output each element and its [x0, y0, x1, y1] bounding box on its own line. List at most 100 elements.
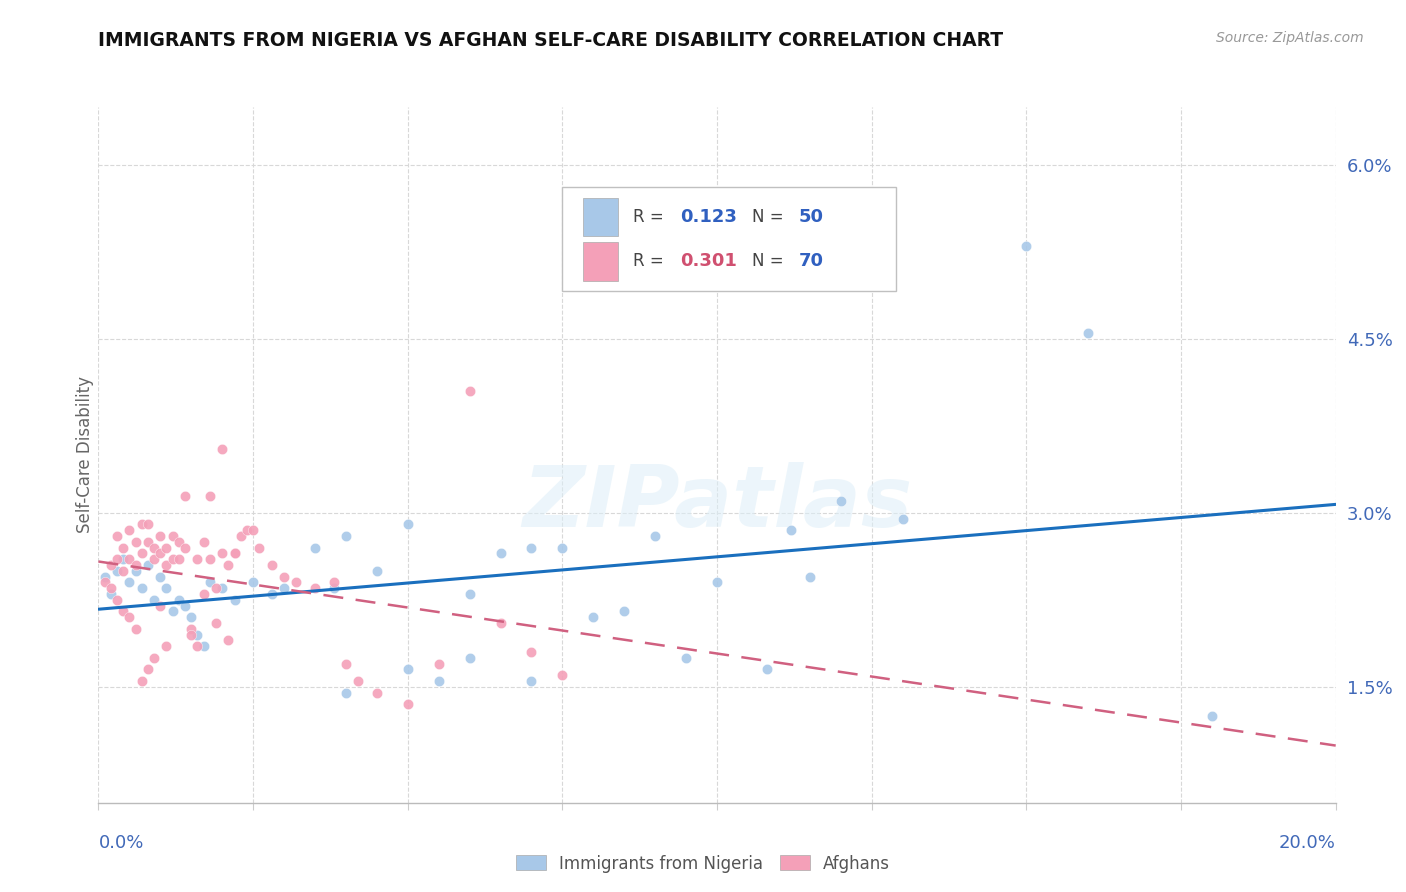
- Point: [186, 552, 208, 566]
- Point: [706, 575, 728, 590]
- Point: [198, 552, 221, 566]
- Point: [155, 639, 177, 653]
- Point: [136, 662, 159, 677]
- Point: [180, 628, 202, 642]
- Point: [755, 662, 778, 677]
- Text: R =: R =: [633, 252, 669, 270]
- Point: [143, 552, 166, 566]
- Point: [780, 523, 803, 537]
- Point: [193, 639, 215, 653]
- Point: [155, 541, 177, 555]
- Point: [93, 575, 115, 590]
- Point: [247, 541, 270, 555]
- Legend: Immigrants from Nigeria, Afghans: Immigrants from Nigeria, Afghans: [509, 848, 897, 880]
- Point: [174, 599, 197, 613]
- Point: [489, 615, 512, 630]
- Point: [198, 575, 221, 590]
- Point: [118, 523, 141, 537]
- Bar: [583, 243, 619, 281]
- Point: [242, 575, 264, 590]
- Point: [100, 558, 122, 573]
- Point: [149, 599, 172, 613]
- Point: [458, 384, 481, 399]
- Point: [174, 541, 197, 555]
- Point: [124, 558, 146, 573]
- Point: [112, 564, 135, 578]
- Point: [830, 494, 852, 508]
- Point: [118, 552, 141, 566]
- Point: [520, 674, 543, 689]
- Text: Source: ZipAtlas.com: Source: ZipAtlas.com: [1216, 31, 1364, 45]
- Point: [551, 668, 574, 682]
- Point: [211, 546, 233, 561]
- Point: [273, 570, 295, 584]
- Point: [366, 564, 388, 578]
- Text: N =: N =: [752, 252, 789, 270]
- Point: [118, 575, 141, 590]
- Point: [105, 552, 128, 566]
- Point: [273, 582, 295, 596]
- Point: [205, 615, 228, 630]
- Point: [396, 517, 419, 532]
- Point: [224, 546, 246, 561]
- Text: ZIPatlas: ZIPatlas: [522, 462, 912, 545]
- Text: R =: R =: [633, 208, 669, 226]
- Point: [322, 582, 344, 596]
- Point: [211, 442, 233, 457]
- Point: [143, 541, 166, 555]
- Point: [458, 587, 481, 601]
- Point: [105, 592, 128, 607]
- Point: [174, 489, 197, 503]
- Point: [1077, 326, 1099, 341]
- Point: [613, 605, 636, 619]
- Point: [162, 529, 184, 543]
- Text: 0.123: 0.123: [681, 208, 737, 226]
- Point: [118, 610, 141, 624]
- Bar: [583, 198, 619, 236]
- Point: [167, 592, 190, 607]
- Point: [347, 674, 370, 689]
- Point: [224, 592, 246, 607]
- Y-axis label: Self-Care Disability: Self-Care Disability: [76, 376, 94, 533]
- Point: [520, 645, 543, 659]
- Point: [242, 523, 264, 537]
- Point: [304, 582, 326, 596]
- FancyBboxPatch shape: [562, 187, 897, 292]
- Point: [112, 552, 135, 566]
- Point: [205, 582, 228, 596]
- Point: [335, 529, 357, 543]
- Point: [675, 651, 697, 665]
- Text: 50: 50: [799, 208, 824, 226]
- Point: [1201, 708, 1223, 723]
- Point: [186, 639, 208, 653]
- Text: 70: 70: [799, 252, 824, 270]
- Point: [224, 546, 246, 561]
- Point: [131, 517, 153, 532]
- Point: [186, 628, 208, 642]
- Point: [124, 535, 146, 549]
- Point: [100, 587, 122, 601]
- Point: [217, 558, 239, 573]
- Point: [100, 582, 122, 596]
- Point: [124, 564, 146, 578]
- Point: [551, 541, 574, 555]
- Point: [236, 523, 259, 537]
- Point: [427, 657, 450, 671]
- Text: N =: N =: [752, 208, 789, 226]
- Point: [520, 541, 543, 555]
- Point: [112, 541, 135, 555]
- Point: [93, 570, 115, 584]
- Text: IMMIGRANTS FROM NIGERIA VS AFGHAN SELF-CARE DISABILITY CORRELATION CHART: IMMIGRANTS FROM NIGERIA VS AFGHAN SELF-C…: [98, 31, 1004, 50]
- Point: [366, 685, 388, 699]
- Point: [891, 512, 914, 526]
- Point: [105, 564, 128, 578]
- Point: [180, 610, 202, 624]
- Point: [167, 552, 190, 566]
- Point: [136, 558, 159, 573]
- Point: [217, 633, 239, 648]
- Point: [180, 622, 202, 636]
- Point: [198, 489, 221, 503]
- Point: [304, 541, 326, 555]
- Point: [149, 546, 172, 561]
- Point: [211, 582, 233, 596]
